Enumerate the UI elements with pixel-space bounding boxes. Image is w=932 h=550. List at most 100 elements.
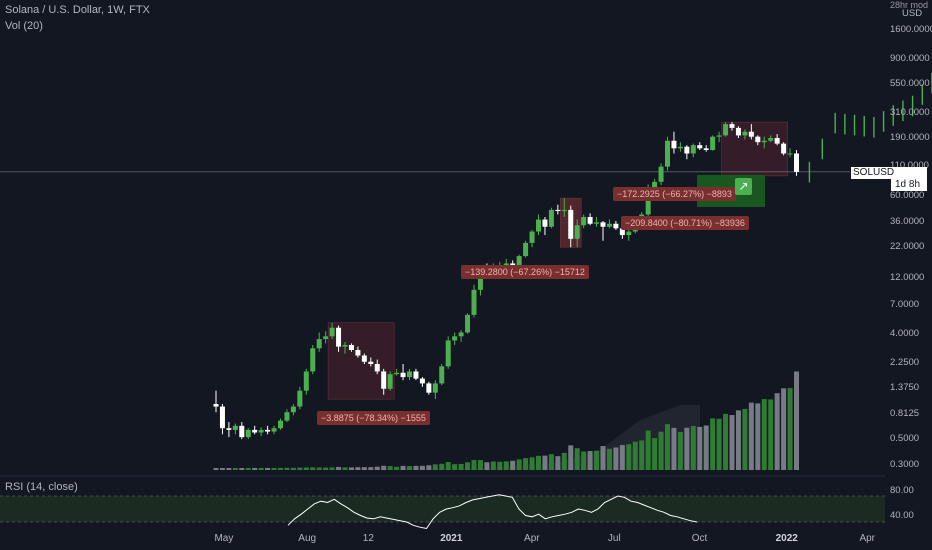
- candle-body: [619, 228, 625, 236]
- price-tick-label: 60.0000: [890, 190, 925, 202]
- arrow-up-right-icon[interactable]: ↗: [735, 178, 752, 195]
- volume-bar: [652, 438, 658, 470]
- volume-bar: [626, 444, 632, 470]
- drawdown-label-4[interactable]: −209.8400 (−80.71%) −83936: [621, 216, 749, 230]
- rsi-line: [287, 494, 698, 530]
- candle-body: [265, 429, 271, 432]
- volume-bar: [265, 467, 271, 470]
- candle-body: [439, 366, 445, 384]
- candle-body: [355, 350, 361, 356]
- volume-bar: [336, 466, 342, 470]
- candle-body: [658, 166, 664, 182]
- volume-bar: [587, 450, 593, 470]
- volume-indicator-title: Vol (20): [5, 20, 43, 32]
- volume-bar: [794, 371, 799, 470]
- volume-bar: [310, 467, 316, 470]
- candle-body: [729, 124, 735, 128]
- candle-body: [503, 263, 509, 266]
- volume-bar: [768, 399, 774, 470]
- current-price-tag: SOLUSD 97.4125: [851, 167, 927, 190]
- volume-bar: [600, 446, 606, 470]
- volume-bar: [477, 460, 483, 470]
- volume-bar: [658, 431, 664, 470]
- candle-body: [594, 222, 600, 224]
- volume-bar: [529, 457, 535, 470]
- volume-bar: [665, 424, 670, 470]
- volume-bar: [542, 455, 548, 470]
- volume-bar: [213, 468, 219, 470]
- volume-bar: [387, 466, 393, 470]
- volume-bar: [523, 458, 529, 470]
- volume-bar: [613, 447, 619, 470]
- time-tick-label: Apr: [524, 533, 540, 544]
- candle-body: [368, 361, 374, 365]
- volume-bar: [458, 463, 464, 470]
- price-tick-label: 900.0000: [890, 53, 930, 65]
- volume-bar: [548, 454, 554, 470]
- candle-body: [323, 336, 329, 340]
- volume-bar: [619, 445, 625, 470]
- volume-bar: [703, 425, 709, 470]
- volume-bar: [290, 467, 296, 470]
- volume-bar: [239, 467, 245, 470]
- volume-bar: [381, 465, 387, 470]
- candle-body: [613, 223, 619, 229]
- volume-bar: [245, 467, 251, 470]
- candle-body: [684, 146, 690, 154]
- price-tick-label: 1.3750: [890, 381, 920, 393]
- price-tick-label: 0.5000: [890, 433, 920, 445]
- candle-body: [419, 378, 425, 384]
- volume-bar: [671, 427, 677, 470]
- drawdown-label-1[interactable]: −3.8875 (−78.34%) −1555: [317, 411, 430, 425]
- volume-bar: [342, 467, 348, 470]
- volume-bar: [787, 388, 793, 470]
- drawdown-label-2[interactable]: −139.2800 (−67.26%) −15712: [461, 265, 589, 279]
- candle-body: [465, 314, 471, 333]
- time-tick-label: May: [214, 533, 234, 544]
- candle-body: [781, 143, 787, 154]
- volume-bar: [594, 450, 600, 470]
- candle-body: [381, 371, 387, 389]
- candle-body: [329, 327, 335, 337]
- volume-bar: [400, 465, 406, 470]
- volume-bar: [329, 467, 335, 470]
- volume-bar: [348, 467, 354, 470]
- volume-bar: [316, 467, 322, 470]
- candle-body: [316, 339, 322, 349]
- volume-bar: [252, 467, 258, 470]
- time-tick-label: Jul: [607, 533, 621, 544]
- volume-bar: [561, 452, 567, 470]
- candle-body: [471, 289, 477, 315]
- volume-bar: [258, 467, 264, 470]
- candle-body: [665, 140, 670, 167]
- candle-body: [452, 336, 458, 341]
- volume-bar: [568, 445, 574, 470]
- volume-bar: [361, 467, 367, 470]
- drawdown-label-3[interactable]: −172.2925 (−66.27%) −8893: [613, 187, 736, 201]
- volume-bar: [471, 460, 477, 470]
- volume-bar: [516, 459, 522, 470]
- volume-bar: [439, 463, 445, 470]
- volume-bar: [452, 464, 458, 470]
- candle-body: [742, 131, 748, 136]
- candle-body: [774, 138, 780, 144]
- price-tick-label: 310.0000: [890, 107, 930, 119]
- candle-body: [735, 127, 741, 136]
- candle-body: [581, 216, 587, 226]
- volume-bar: [219, 467, 225, 470]
- candle-body: [445, 340, 451, 367]
- candle-body: [239, 425, 245, 438]
- volume-bar: [484, 462, 490, 470]
- volume-bar: [445, 462, 451, 470]
- volume-bar: [503, 461, 509, 470]
- time-tick-label: 2021: [440, 533, 463, 544]
- price-tick-label: 550.0000: [890, 78, 930, 90]
- volume-bar: [729, 415, 735, 470]
- candle-body: [361, 355, 367, 362]
- candle-body: [458, 332, 464, 337]
- price-tick-label: 22.0000: [890, 241, 925, 253]
- rsi-tick-upper: 80.00: [890, 485, 914, 496]
- volume-bar: [645, 430, 651, 470]
- price-tick-label: 7.0000: [890, 299, 920, 311]
- candle-body: [652, 181, 658, 188]
